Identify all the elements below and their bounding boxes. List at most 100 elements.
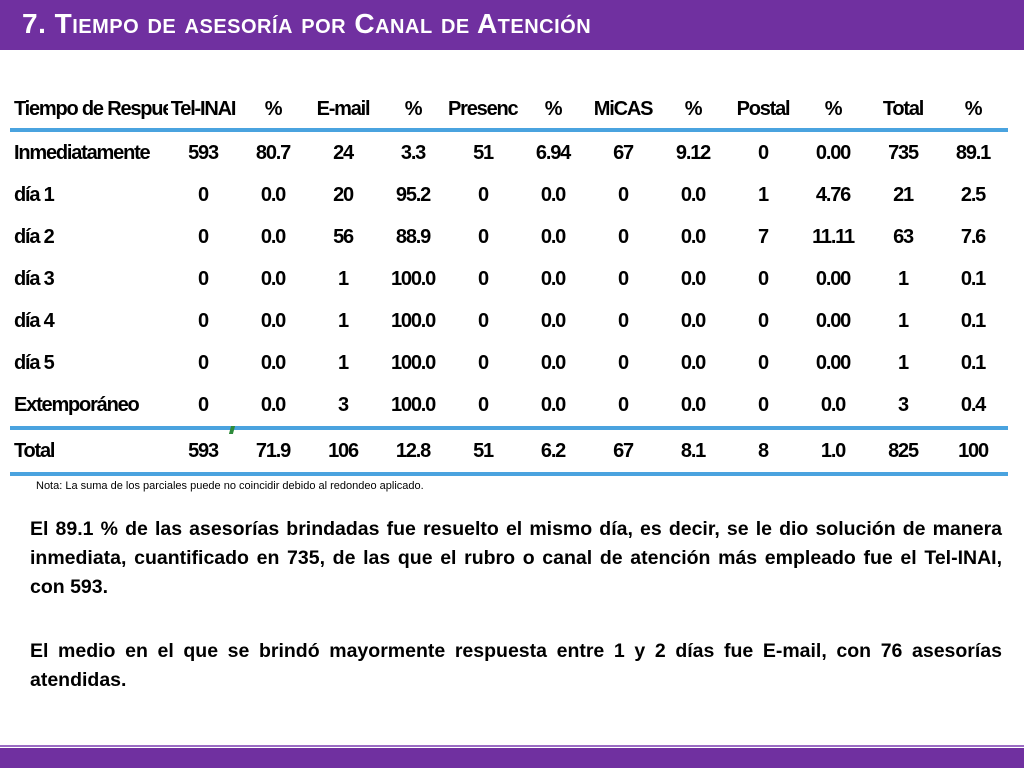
column-header: % xyxy=(964,97,983,120)
table-cell: 0.00 xyxy=(815,267,851,290)
table-cell: 0 xyxy=(618,351,629,374)
table-cell: 63 xyxy=(893,225,914,248)
table-cell: 0.00 xyxy=(815,309,851,332)
table-cell: 20 xyxy=(333,183,354,206)
table-cell: 735 xyxy=(888,141,919,164)
table-total-row: Total 593 71.9 106 12.8 51 6.2 67 8.1 8 1.0 825 100 xyxy=(10,428,1008,474)
column-header: % xyxy=(824,97,843,120)
table-cell: 0.0 xyxy=(680,183,706,206)
table-row: Inmediatamente 593 80.7 24 3.3 51 6.94 67 9.12 0 0… xyxy=(10,130,1008,174)
table-cell: 0.0 xyxy=(540,183,566,206)
table-cell: 2.5 xyxy=(960,183,986,206)
table-cell: 0 xyxy=(758,141,769,164)
table-cell: 6.94 xyxy=(535,141,571,164)
table-cell: 0.0 xyxy=(820,393,846,416)
row-label: día 3 xyxy=(14,267,55,290)
column-header: MiCAS xyxy=(593,97,654,120)
table-cell: 0.0 xyxy=(680,393,706,416)
table-cell: 67 xyxy=(613,141,634,164)
table-cell: 0 xyxy=(198,225,209,248)
table-cell: 0.0 xyxy=(540,393,566,416)
row-label: día 5 xyxy=(14,351,55,374)
table-cell: 0 xyxy=(478,351,489,374)
table-cell: 88.9 xyxy=(395,225,431,248)
table-cell: 0 xyxy=(618,225,629,248)
table-cell: 100.0 xyxy=(390,351,436,374)
table-cell: 0 xyxy=(618,393,629,416)
table-header-row: Tiempo de RespuestaTel-INAI% E-mail% Prese… xyxy=(10,90,1008,130)
row-label: Inmediatamente xyxy=(14,141,151,164)
row-label: día 1 xyxy=(14,183,55,206)
table-row: día 1 0 0.0 20 95.2 0 0.0 0 0.0 1 4.76 21 2.5 xyxy=(10,174,1008,216)
table-cell: 100.0 xyxy=(390,309,436,332)
table-cell: 0.1 xyxy=(960,267,986,290)
table-cell: 0 xyxy=(758,393,769,416)
column-header: % xyxy=(544,97,563,120)
total-cell: 51 xyxy=(473,439,494,462)
table-cell: 0.0 xyxy=(680,267,706,290)
row-label: día 2 xyxy=(14,225,55,248)
total-cell: 6.2 xyxy=(540,439,566,462)
table-row: día 2 0 0.0 56 88.9 0 0.0 0 0.0 7 11.11 63 7.6 xyxy=(10,216,1008,258)
table-cell: 11.11 xyxy=(812,225,855,248)
total-cell: 100 xyxy=(958,439,989,462)
total-cell: 67 xyxy=(613,439,634,462)
total-label: Total xyxy=(14,439,55,462)
table-cell: 0.0 xyxy=(260,393,286,416)
table-cell: 95.2 xyxy=(395,183,431,206)
table-cell: 0.0 xyxy=(680,309,706,332)
table-cell: 0.0 xyxy=(260,267,286,290)
total-cell: 12.8 xyxy=(395,439,431,462)
table-cell: 89.1 xyxy=(955,141,991,164)
header-bar: 7. Tiempo de asesoría por Canal de Atenc… xyxy=(0,0,1024,50)
table-cell: 0.00 xyxy=(815,141,851,164)
table-cell: 7.6 xyxy=(960,225,986,248)
table-cell: 0 xyxy=(198,351,209,374)
footer-bar xyxy=(0,748,1024,768)
table-cell: 24 xyxy=(333,141,354,164)
table-row: día 4 0 0.0 1 100.0 0 0.0 0 0.0 0 0.00 1 0.1 xyxy=(10,300,1008,342)
summary-paragraph-1: El 89.1 % de las asesorías brindadas fue… xyxy=(30,518,1002,598)
column-header-label: Tiempo de Respuesta xyxy=(14,97,168,120)
table-cell: 0 xyxy=(758,267,769,290)
slide-title: 7. Tiempo de asesoría por Canal de Atenc… xyxy=(22,8,592,39)
table-note: Nota: La suma de los parciales puede no … xyxy=(36,480,424,492)
response-time-table: Tiempo de RespuestaTel-INAI% E-mail% Prese… xyxy=(10,90,1008,476)
table-cell: 0.0 xyxy=(680,225,706,248)
table-row: día 3 0 0.0 1 100.0 0 0.0 0 0.0 0 0.00 1 0.1 xyxy=(10,258,1008,300)
column-header: % xyxy=(264,97,283,120)
table-cell: 3 xyxy=(338,393,349,416)
column-header: Tel-INAI xyxy=(170,97,237,120)
row-label: Extemporáneo xyxy=(14,393,140,416)
total-cell: 1.0 xyxy=(820,439,846,462)
footer-line xyxy=(0,745,1024,747)
table-cell: 100.0 xyxy=(390,393,436,416)
table-cell: 0.0 xyxy=(260,225,286,248)
table-cell: 0 xyxy=(618,183,629,206)
table-cell: 51 xyxy=(473,141,494,164)
table-cell: 0 xyxy=(478,225,489,248)
total-cell: 593 xyxy=(188,439,219,462)
total-cell: 71.9 xyxy=(255,439,291,462)
column-header: % xyxy=(404,97,423,120)
table-cell: 0.0 xyxy=(260,351,286,374)
table-cell: 4.76 xyxy=(815,183,851,206)
table-cell: 0 xyxy=(758,351,769,374)
total-cell: 106 xyxy=(328,439,359,462)
table-cell: 0 xyxy=(478,309,489,332)
table-cell: 3.3 xyxy=(400,141,426,164)
column-header: % xyxy=(684,97,703,120)
table-cell: 80.7 xyxy=(255,141,291,164)
table-cell: 1 xyxy=(338,267,349,290)
total-cell: 825 xyxy=(888,439,919,462)
table-cell: 0.0 xyxy=(260,183,286,206)
table-cell: 100.0 xyxy=(390,267,436,290)
table-cell: 7 xyxy=(758,225,769,248)
table-cell: 1 xyxy=(338,351,349,374)
table-cell: 0.0 xyxy=(540,351,566,374)
table-cell: 0.0 xyxy=(680,351,706,374)
table-body: Inmediatamente 593 80.7 24 3.3 51 6.94 67 9.12 0 0… xyxy=(10,130,1008,474)
table-row: Extemporáneo 0 0.0 3 100.0 0 0.0 0 0.0 0 0.0 3 0.4 xyxy=(10,384,1008,428)
total-cell: 8.1 xyxy=(680,439,706,462)
table-cell: 0.0 xyxy=(540,225,566,248)
